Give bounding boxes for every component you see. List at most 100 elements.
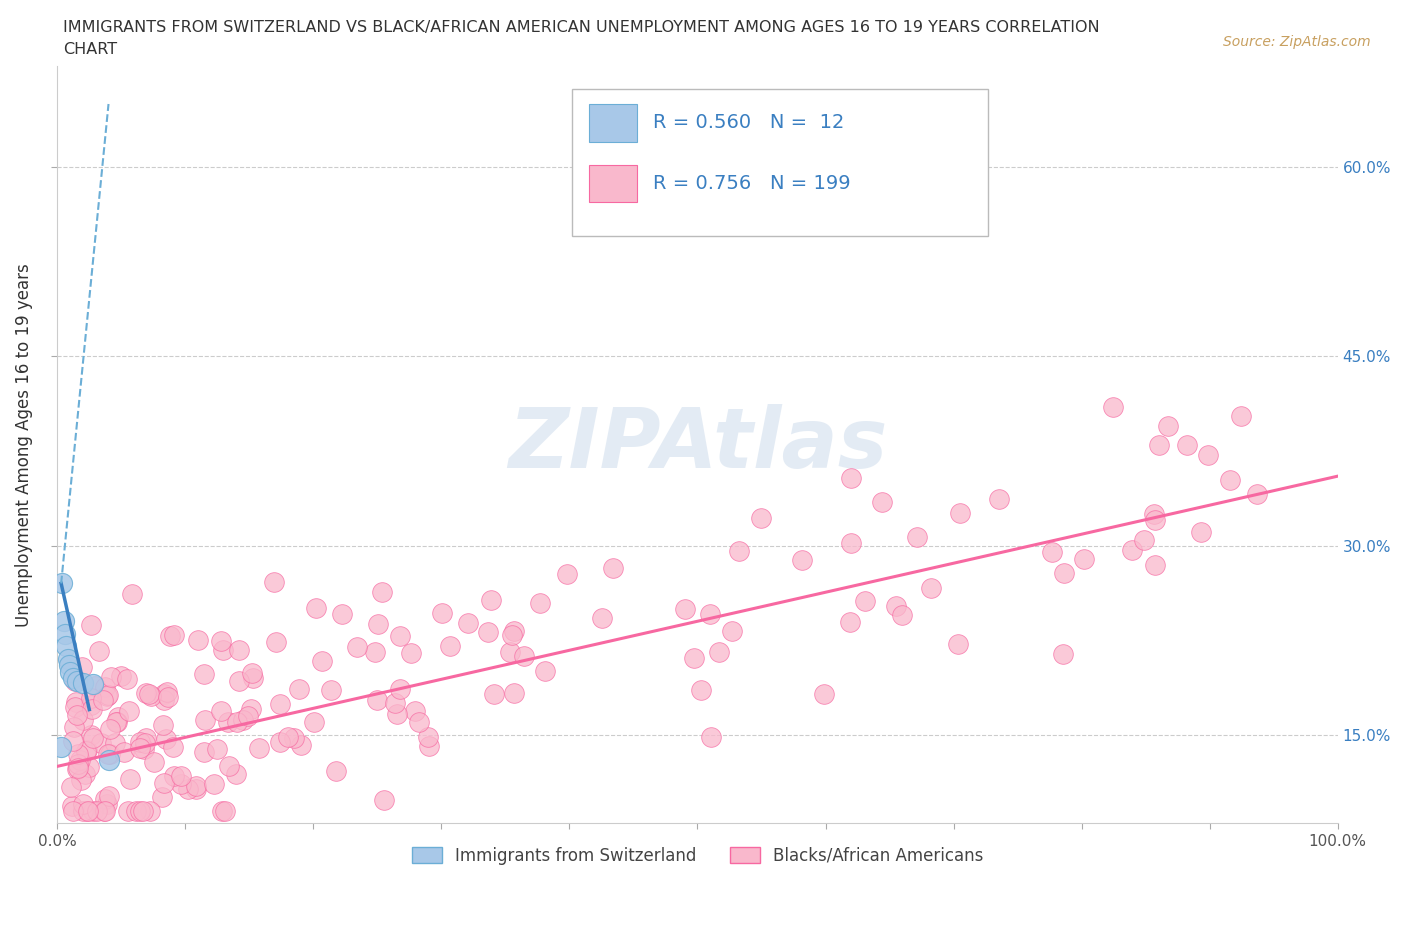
- Point: [63, 673, 86, 688]
- Point: [69, 752, 91, 767]
- Point: [839, 614, 862, 629]
- Point: [408, 715, 430, 730]
- Point: [97, 752, 120, 767]
- Legend: Immigrants from Switzerland, Blacks/African Americans: Immigrants from Switzerland, Blacks/Afri…: [405, 840, 990, 871]
- Point: [1175, 437, 1198, 452]
- Point: [72, 804, 94, 818]
- Point: [384, 696, 406, 711]
- Point: [707, 644, 730, 659]
- Point: [97, 789, 120, 804]
- Point: [169, 769, 191, 784]
- Point: [225, 767, 247, 782]
- Point: [93, 804, 115, 818]
- Point: [70, 659, 93, 674]
- Point: [841, 471, 863, 485]
- Point: [66, 708, 89, 723]
- Point: [132, 741, 155, 756]
- Point: [155, 732, 177, 747]
- Point: [683, 650, 706, 665]
- Point: [457, 616, 479, 631]
- Point: [163, 628, 186, 643]
- Point: [170, 777, 193, 791]
- Point: [311, 653, 333, 668]
- Point: [128, 804, 150, 818]
- Point: [477, 625, 499, 640]
- Point: [56, 652, 79, 667]
- Point: [162, 740, 184, 755]
- Point: [72, 676, 94, 691]
- Text: R = 0.560   N =  12: R = 0.560 N = 12: [652, 113, 844, 132]
- Point: [80, 618, 103, 632]
- Point: [602, 560, 624, 575]
- Point: [187, 632, 209, 647]
- Point: [97, 687, 120, 702]
- Point: [366, 693, 388, 708]
- Point: [143, 755, 166, 770]
- Point: [853, 593, 876, 608]
- Point: [290, 738, 312, 753]
- Point: [907, 529, 929, 544]
- Point: [152, 686, 174, 701]
- Point: [555, 566, 578, 581]
- Point: [69, 773, 91, 788]
- Point: [591, 610, 613, 625]
- Point: [177, 782, 200, 797]
- Point: [884, 599, 907, 614]
- Point: [1246, 486, 1268, 501]
- Point: [139, 804, 162, 818]
- Point: [186, 781, 208, 796]
- Point: [52, 614, 75, 629]
- Point: [89, 643, 111, 658]
- Text: ZIPAtlas: ZIPAtlas: [508, 405, 887, 485]
- Point: [138, 686, 160, 701]
- Point: [792, 552, 814, 567]
- Point: [66, 747, 89, 762]
- Point: [121, 587, 143, 602]
- Point: [700, 729, 723, 744]
- Point: [118, 772, 141, 787]
- Point: [217, 715, 239, 730]
- Point: [53, 627, 76, 642]
- Point: [72, 712, 94, 727]
- Point: [82, 804, 104, 818]
- Point: [80, 698, 103, 712]
- Point: [1053, 565, 1076, 580]
- Point: [202, 777, 225, 791]
- Point: [218, 759, 240, 774]
- Point: [727, 544, 749, 559]
- Point: [94, 804, 117, 818]
- Point: [720, 623, 742, 638]
- Point: [112, 745, 135, 760]
- Point: [321, 683, 343, 698]
- Point: [287, 682, 309, 697]
- Point: [1121, 542, 1143, 557]
- Point: [305, 600, 328, 615]
- Point: [79, 727, 101, 742]
- Point: [66, 762, 89, 777]
- Point: [77, 804, 100, 818]
- Point: [1102, 400, 1125, 415]
- Point: [117, 804, 139, 818]
- Point: [152, 718, 174, 733]
- Point: [263, 574, 285, 589]
- Point: [228, 643, 250, 658]
- Point: [55, 639, 77, 654]
- Point: [239, 702, 262, 717]
- Point: [499, 644, 522, 659]
- Point: [82, 701, 104, 716]
- Y-axis label: Unemployment Among Ages 16 to 19 years: Unemployment Among Ages 16 to 19 years: [15, 263, 32, 627]
- Point: [1147, 437, 1170, 452]
- Point: [156, 684, 179, 699]
- Point: [416, 729, 439, 744]
- Point: [236, 709, 259, 724]
- Point: [371, 585, 394, 600]
- Point: [367, 617, 389, 631]
- Point: [82, 677, 104, 692]
- Point: [91, 693, 114, 708]
- Point: [205, 742, 228, 757]
- Point: [118, 704, 141, 719]
- Point: [501, 628, 523, 643]
- Point: [432, 605, 454, 620]
- Point: [97, 747, 120, 762]
- Point: [86, 804, 108, 818]
